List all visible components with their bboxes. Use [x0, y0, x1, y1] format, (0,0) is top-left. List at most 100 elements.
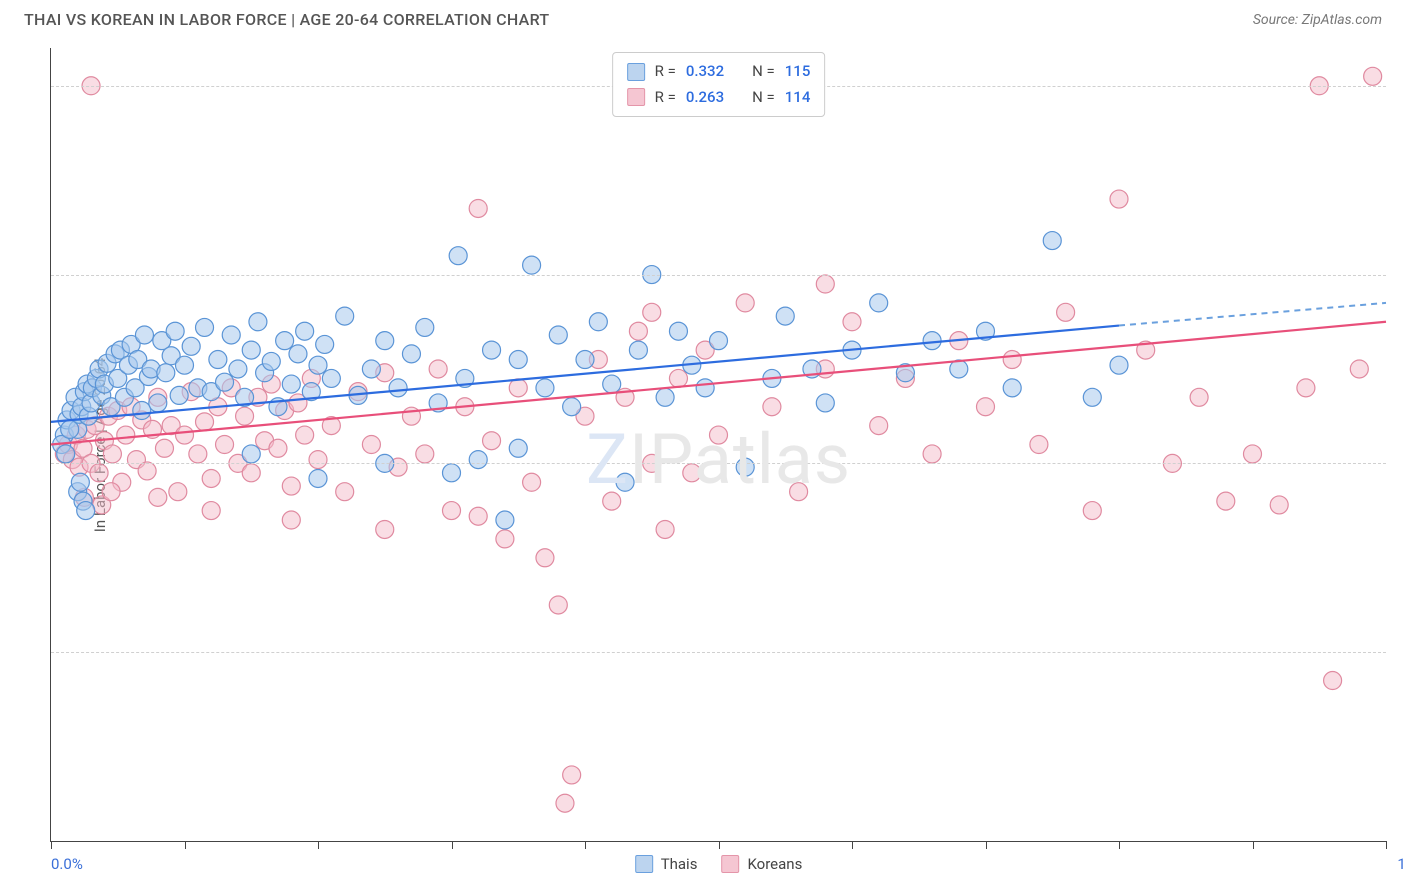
data-point	[643, 303, 661, 321]
data-point	[282, 511, 300, 529]
data-point	[389, 379, 407, 397]
data-point	[496, 530, 514, 548]
data-point	[262, 352, 280, 370]
data-point	[736, 294, 754, 312]
data-point	[629, 341, 647, 359]
x-tick	[1253, 841, 1254, 849]
data-point	[549, 596, 567, 614]
data-point	[763, 398, 781, 416]
data-point	[429, 360, 447, 378]
data-point	[202, 502, 220, 520]
data-point	[170, 386, 188, 404]
data-point	[563, 398, 581, 416]
data-point	[1297, 379, 1315, 397]
legend-row-koreans: R = 0.263 N = 114	[627, 85, 811, 111]
data-point	[563, 766, 581, 784]
data-point	[117, 426, 135, 444]
data-point	[138, 462, 156, 480]
data-point	[155, 439, 173, 457]
x-tick	[585, 841, 586, 849]
data-point	[362, 360, 380, 378]
data-point	[176, 426, 194, 444]
correlation-legend: R = 0.332 N = 115 R = 0.263 N = 114	[612, 52, 826, 117]
data-point	[1190, 388, 1208, 406]
data-point	[296, 322, 314, 340]
gridline	[51, 275, 1386, 276]
data-point	[135, 326, 153, 344]
data-point	[1043, 232, 1061, 250]
data-point	[1324, 672, 1342, 690]
swatch-thais-icon	[635, 855, 653, 873]
data-point	[416, 318, 434, 336]
data-point	[1217, 492, 1235, 510]
data-point	[242, 464, 260, 482]
data-point	[509, 439, 527, 457]
data-point	[242, 445, 260, 463]
data-point	[216, 436, 234, 454]
y-tick-label: 80.0%	[1396, 454, 1406, 472]
data-point	[923, 332, 941, 350]
data-point	[196, 318, 214, 336]
data-point	[1350, 360, 1368, 378]
data-point	[166, 322, 184, 340]
swatch-thais	[627, 63, 645, 81]
data-point	[176, 356, 194, 374]
data-point	[182, 337, 200, 355]
swatch-koreans-icon	[721, 855, 739, 873]
data-point	[149, 394, 167, 412]
data-point	[1057, 303, 1075, 321]
data-point	[469, 507, 487, 525]
data-point	[90, 464, 108, 482]
swatch-koreans	[627, 88, 645, 106]
x-tick	[185, 841, 186, 849]
data-point	[549, 326, 567, 344]
data-point	[336, 483, 354, 501]
data-point	[57, 445, 75, 463]
gridline	[51, 463, 1386, 464]
data-point	[209, 351, 227, 369]
x-tick	[1386, 841, 1387, 849]
data-point	[536, 549, 554, 567]
trend-line	[1119, 303, 1386, 326]
data-point	[509, 351, 527, 369]
data-point	[469, 451, 487, 469]
data-point	[536, 379, 554, 397]
data-point	[133, 402, 151, 420]
x-tick	[852, 841, 853, 849]
x-tick	[51, 841, 52, 849]
data-point	[977, 398, 995, 416]
data-point	[443, 464, 461, 482]
y-tick-label: 100.0%	[1396, 77, 1406, 95]
data-point	[376, 520, 394, 538]
data-point	[790, 483, 808, 501]
data-point	[483, 432, 501, 450]
data-point	[189, 445, 207, 463]
data-point	[816, 275, 834, 293]
legend-item-thais: Thais	[635, 855, 698, 873]
data-point	[362, 436, 380, 454]
data-point	[870, 294, 888, 312]
x-tick	[318, 841, 319, 849]
data-point	[222, 326, 240, 344]
y-tick-label: 90.0%	[1396, 266, 1406, 284]
data-point	[443, 502, 461, 520]
data-point	[242, 341, 260, 359]
data-point	[496, 511, 514, 529]
data-point	[1364, 67, 1382, 85]
data-point	[696, 379, 714, 397]
data-point	[236, 407, 254, 425]
x-tick	[986, 841, 987, 849]
x-axis-max-label: 100.0%	[1397, 855, 1406, 873]
data-point	[1003, 379, 1021, 397]
data-point	[309, 469, 327, 487]
x-axis-min-label: 0.0%	[51, 855, 83, 873]
data-point	[77, 502, 95, 520]
data-point	[556, 794, 574, 812]
data-point	[102, 483, 120, 501]
legend-item-koreans: Koreans	[721, 855, 802, 873]
data-point	[216, 373, 234, 391]
data-point	[523, 473, 541, 491]
data-point	[523, 256, 541, 274]
data-point	[483, 341, 501, 359]
data-point	[249, 313, 267, 331]
